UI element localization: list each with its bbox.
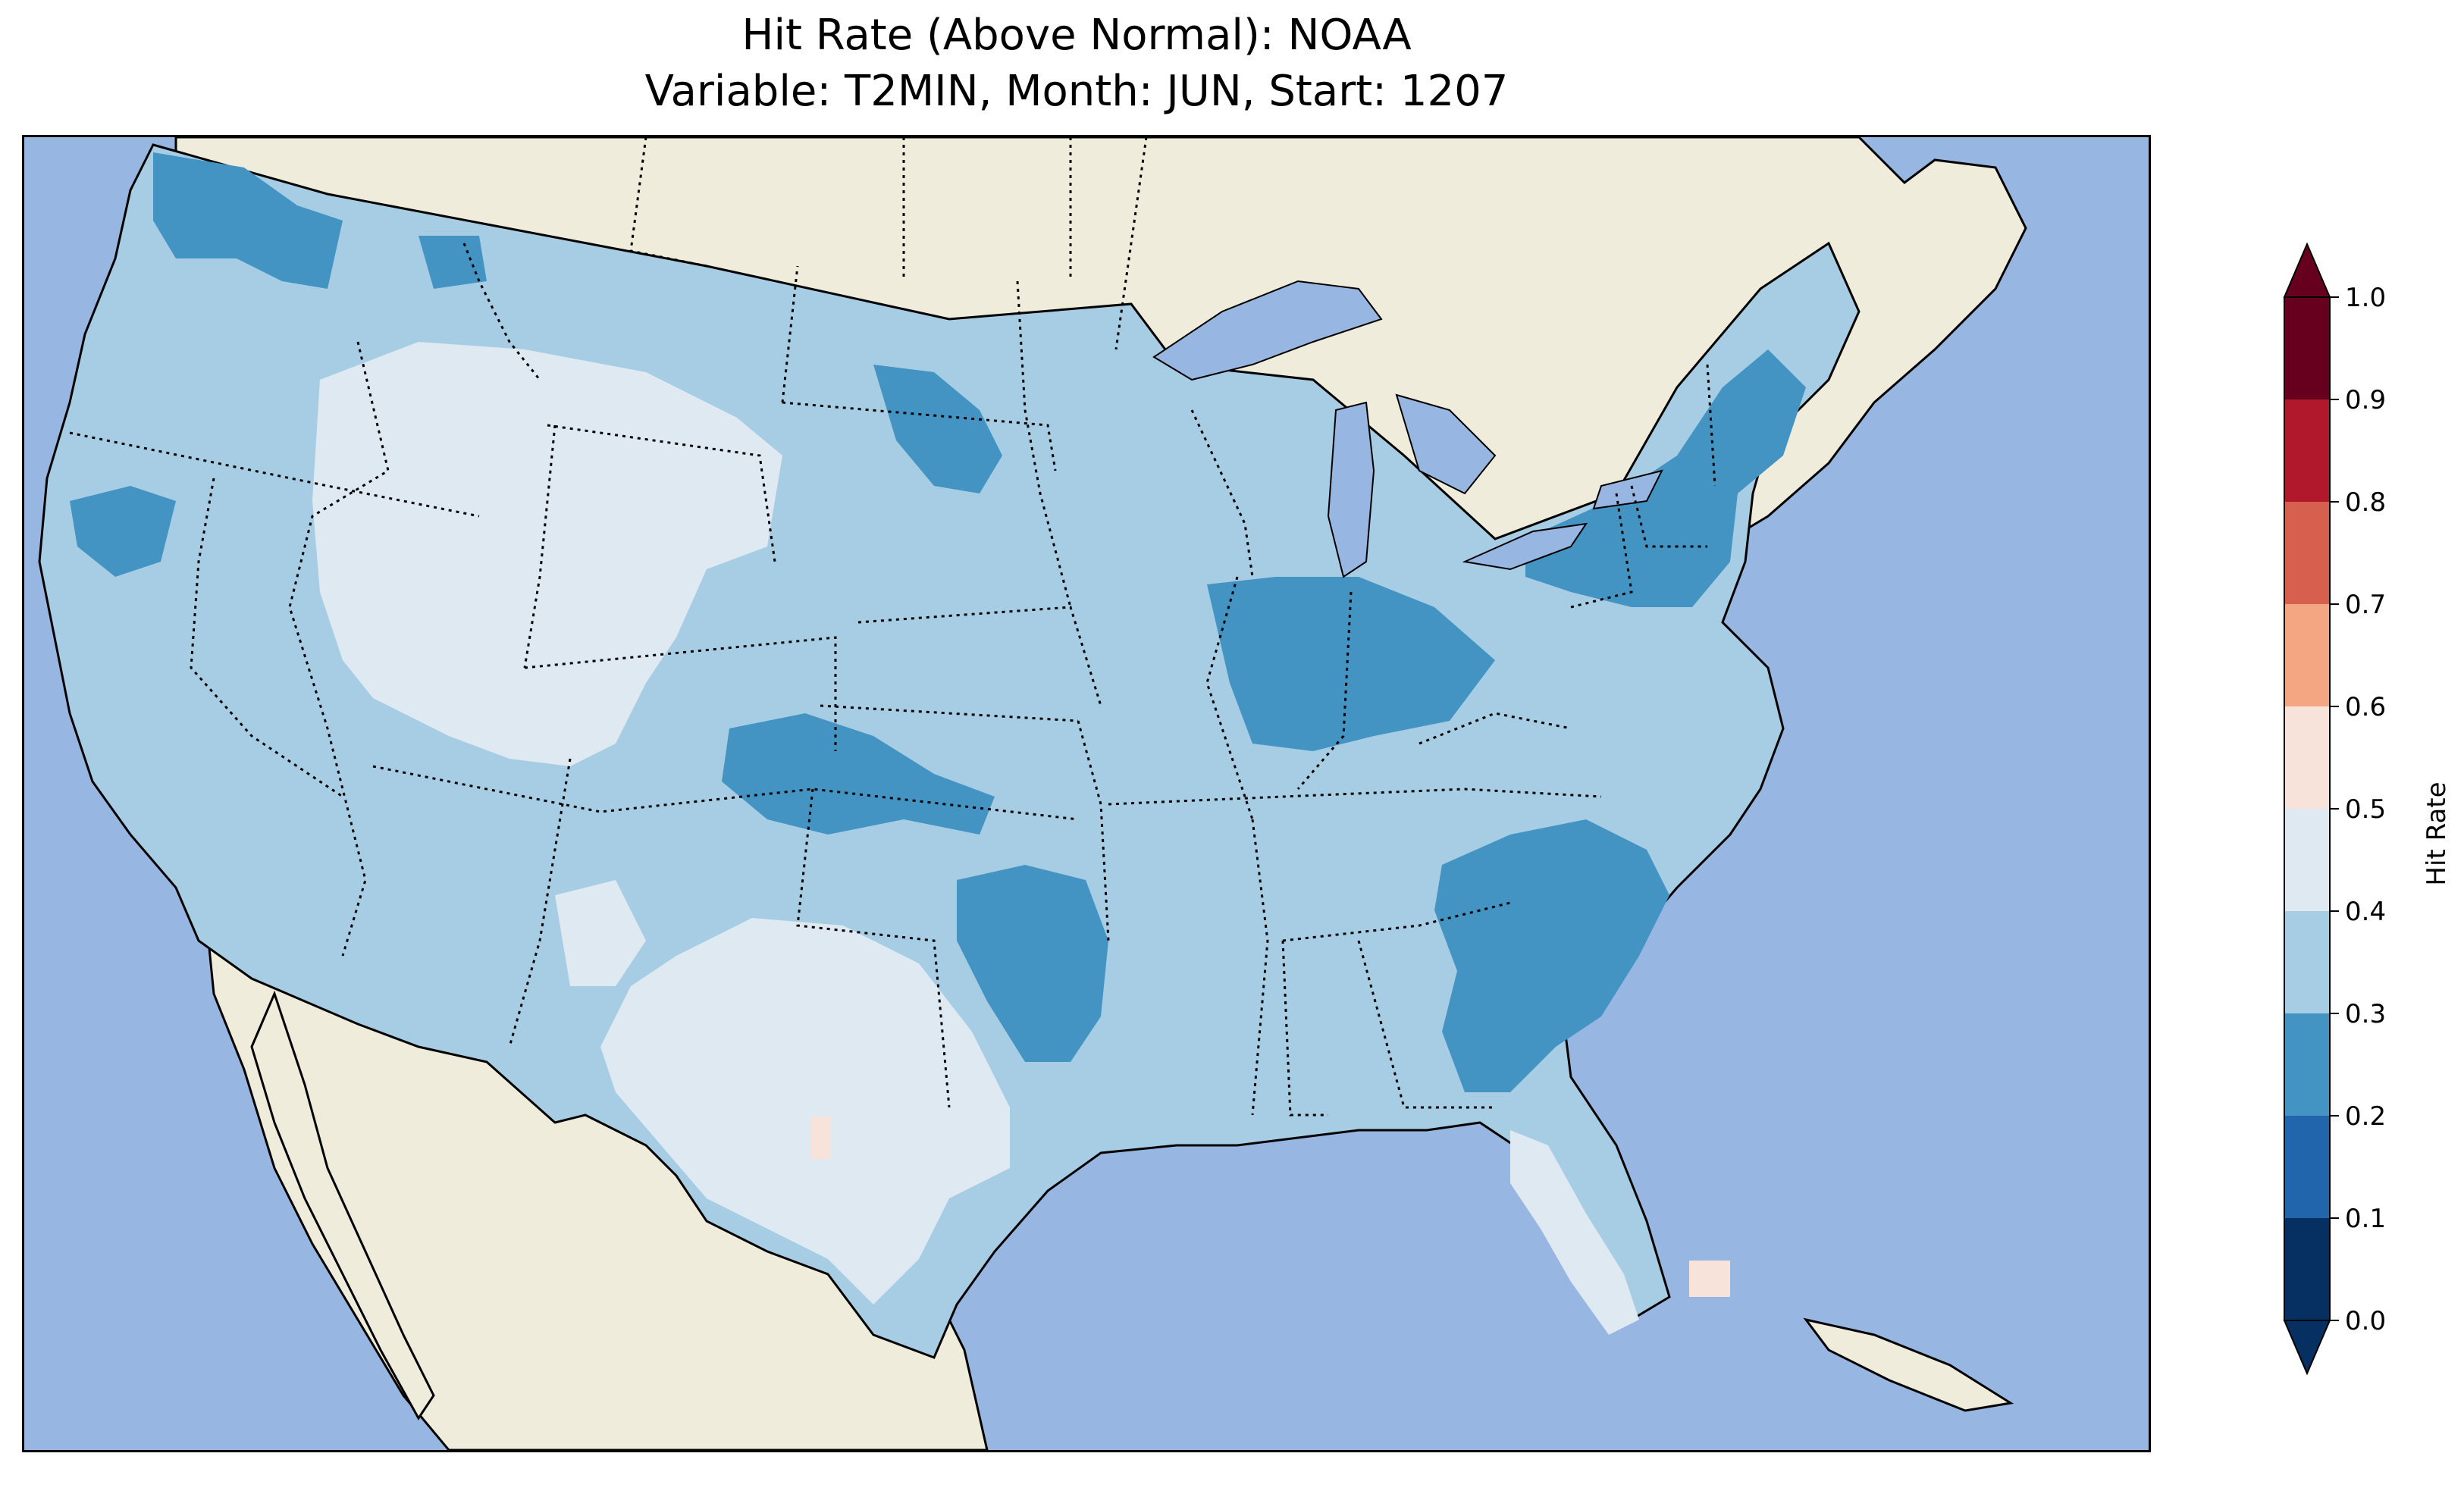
- lake-superior: [1152, 280, 1383, 381]
- colorbar-ticks: 0.0 0.1 0.2 0.3 0.4 0.5 0.6 0.7 0.8 0.9 1.0: [2330, 283, 2386, 1336]
- region-midwest: [1207, 577, 1495, 751]
- bin-0.2-0.3-regions: [70, 152, 1806, 1092]
- region-washington: [153, 152, 343, 289]
- bin-0.5-0.6-spots: [811, 1117, 1730, 1297]
- colorbar-tick-label-7: 0.7: [2345, 590, 2386, 620]
- us-hit-rate-map: [24, 137, 2149, 1450]
- colorbar-bin-7: [2284, 502, 2330, 604]
- spot-south-florida: [1689, 1261, 1730, 1297]
- great-lakes: [1152, 280, 1663, 578]
- lake-erie: [1462, 522, 1588, 571]
- colorbar-tick-label-4: 0.4: [2345, 897, 2386, 927]
- colorbar-over-extension: [2283, 242, 2331, 298]
- colorbar-bin-6: [2284, 604, 2330, 706]
- region-idaho-patch: [419, 236, 487, 289]
- colorbar-under-extension: [2283, 1320, 2331, 1376]
- land-cuba: [1803, 1317, 2014, 1412]
- region-northeast: [1525, 349, 1806, 607]
- region-new-mexico-patch: [555, 880, 646, 986]
- spot-west-texas: [811, 1117, 831, 1159]
- colorbar-tick-label-5: 0.5: [2345, 794, 2386, 825]
- colorbar-tick-label-9: 0.9: [2345, 385, 2386, 415]
- colorbar-bin-5: [2284, 706, 2330, 809]
- colorbar-bin-1: [2284, 1116, 2330, 1218]
- colorbar-tick-label-10: 1.0: [2345, 283, 2386, 313]
- region-florida: [1510, 1130, 1639, 1335]
- region-oregon-patch: [70, 486, 176, 577]
- region-north-dakota: [873, 365, 1002, 493]
- chart-title-line-2: Variable: T2MIN, Month: JUN, Start: 1207: [644, 67, 1509, 116]
- colorbar-bin-4: [2284, 809, 2330, 911]
- region-mountain-west: [312, 342, 782, 766]
- map-panel: [22, 135, 2151, 1452]
- colorbar-tick-label-0: 0.0: [2345, 1306, 2386, 1336]
- region-colorado-kansas: [722, 713, 995, 835]
- bin-0.4-0.5-regions: [312, 342, 1639, 1335]
- colorbar-tick-label-1: 0.1: [2345, 1204, 2386, 1234]
- colorbar-bin-0: [2284, 1218, 2330, 1320]
- region-texas: [600, 918, 1010, 1305]
- chart-title-line-1: Hit Rate (Above Normal): NOAA: [741, 11, 1412, 60]
- colorbar-bin-3: [2284, 911, 2330, 1013]
- state-boundaries: [69, 137, 1716, 1117]
- lake-huron: [1395, 393, 1497, 495]
- region-oklahoma: [957, 865, 1108, 1062]
- colorbar-tick-label-6: 0.6: [2345, 692, 2386, 722]
- colorbar-bin-8: [2284, 399, 2330, 502]
- colorbar-bin-2: [2284, 1013, 2330, 1116]
- colorbar-tick-label-8: 0.8: [2345, 487, 2386, 518]
- lake-michigan: [1327, 401, 1375, 578]
- colorbar-bin-9: [2284, 297, 2330, 399]
- lake-ontario: [1592, 469, 1663, 510]
- region-carolinas-georgia: [1434, 819, 1669, 1092]
- colorbar-bins: [2284, 296, 2331, 1321]
- colorbar-tick-label-3: 0.3: [2345, 999, 2386, 1029]
- colorbar-tick-label-2: 0.2: [2345, 1101, 2386, 1132]
- colorbar-label: Hit Rate: [2422, 781, 2452, 885]
- land-baja: [250, 990, 435, 1420]
